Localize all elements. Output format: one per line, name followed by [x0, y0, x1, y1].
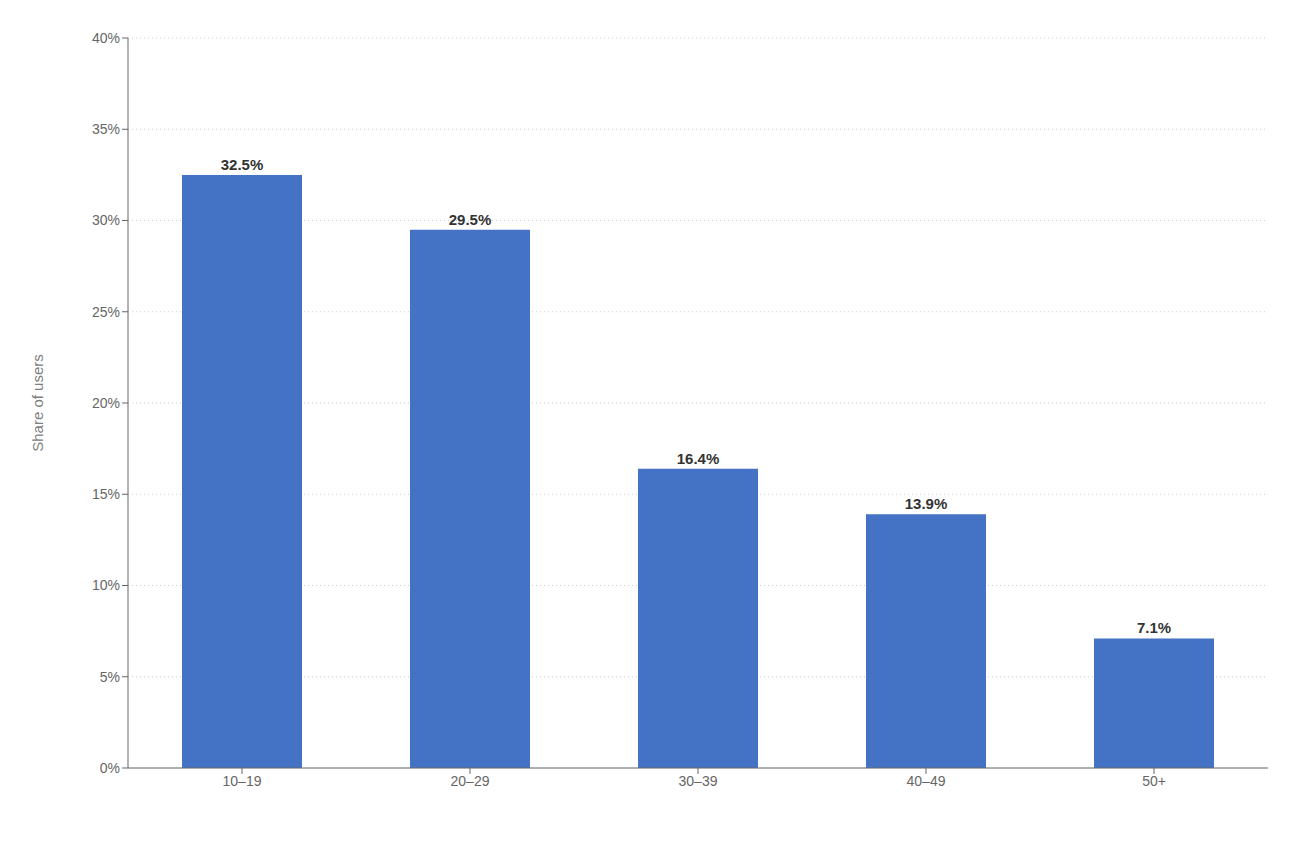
- svg-text:5%: 5%: [100, 669, 120, 685]
- svg-text:30–39: 30–39: [679, 773, 718, 789]
- svg-text:30%: 30%: [92, 212, 120, 228]
- svg-text:16.4%: 16.4%: [677, 450, 720, 467]
- svg-text:35%: 35%: [92, 121, 120, 137]
- svg-text:0%: 0%: [100, 760, 120, 776]
- svg-text:10–19: 10–19: [223, 773, 262, 789]
- svg-text:32.5%: 32.5%: [221, 156, 264, 173]
- svg-text:25%: 25%: [92, 304, 120, 320]
- svg-text:20%: 20%: [92, 395, 120, 411]
- svg-text:20–29: 20–29: [451, 773, 490, 789]
- svg-text:50+: 50+: [1142, 773, 1166, 789]
- svg-text:40%: 40%: [92, 30, 120, 46]
- svg-text:40–49: 40–49: [907, 773, 946, 789]
- svg-text:13.9%: 13.9%: [905, 495, 948, 512]
- svg-text:15%: 15%: [92, 486, 120, 502]
- svg-text:10%: 10%: [92, 577, 120, 593]
- svg-text:7.1%: 7.1%: [1137, 619, 1171, 636]
- svg-text:Share of users: Share of users: [29, 354, 46, 452]
- svg-text:29.5%: 29.5%: [449, 211, 492, 228]
